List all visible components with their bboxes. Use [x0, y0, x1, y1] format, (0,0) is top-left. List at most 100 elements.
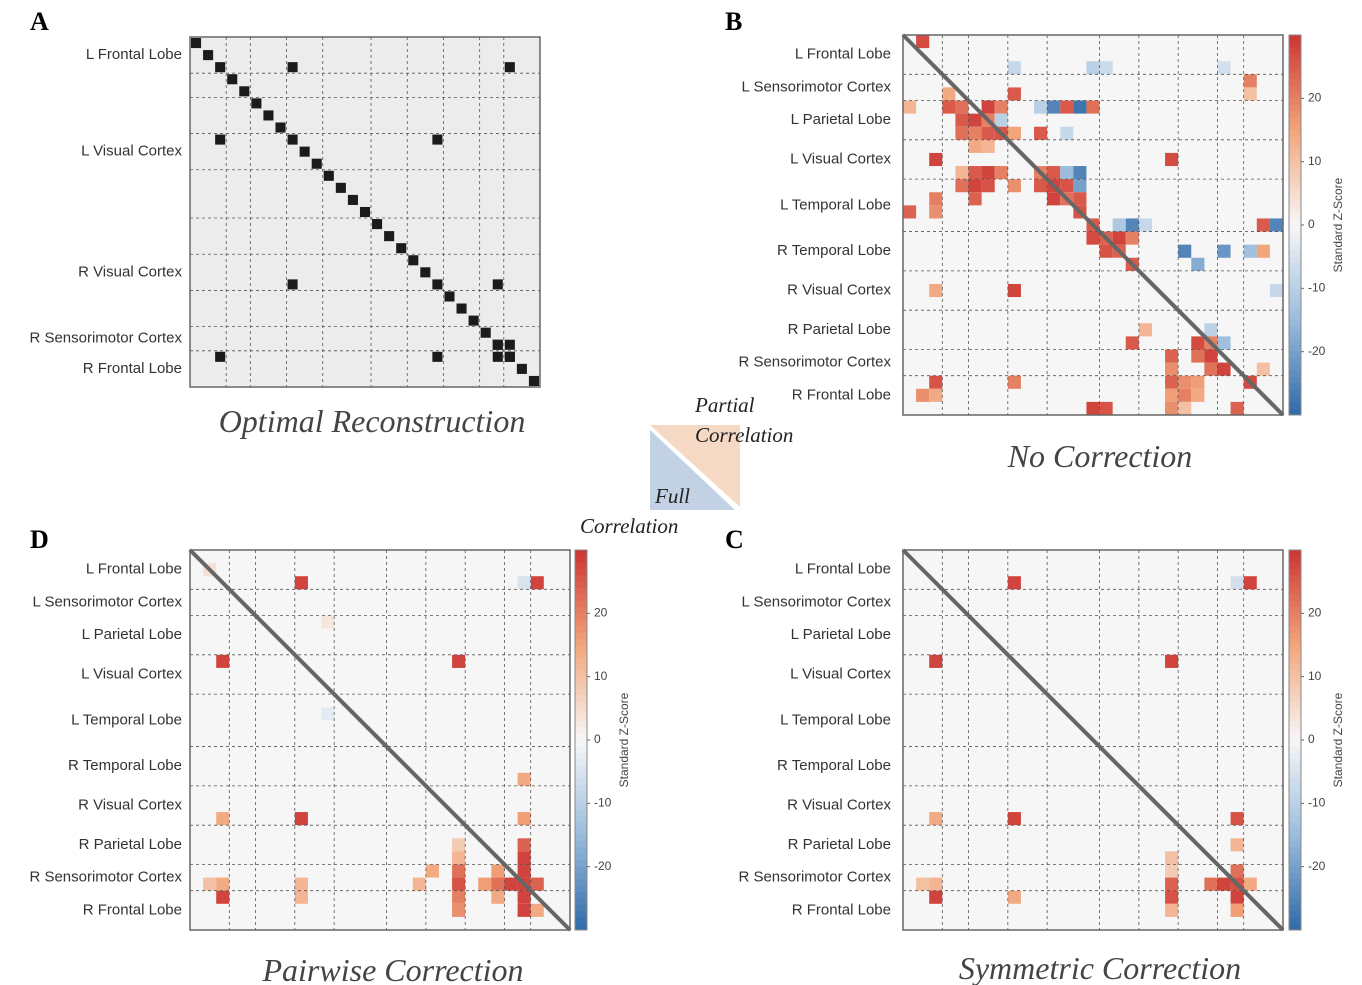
- colorbar-segment: [1289, 231, 1301, 239]
- colorbar-tick-label: -20: [1308, 859, 1326, 873]
- diagonal-cell: [227, 74, 238, 85]
- colorbar-segment: [1289, 364, 1301, 372]
- cell: [517, 772, 531, 786]
- colorbar-segment: [575, 569, 587, 576]
- colorbar-segment: [1289, 47, 1301, 55]
- colorbar-segment: [575, 771, 587, 779]
- cell: [929, 152, 943, 167]
- cell: [492, 339, 503, 350]
- colorbar-segment: [1289, 784, 1301, 792]
- colorbar-segment: [575, 854, 587, 861]
- cell: [1099, 61, 1113, 75]
- cell: [1165, 349, 1179, 363]
- cell: [994, 113, 1008, 127]
- row-label: L Frontal Lobe: [795, 46, 891, 63]
- colorbar-segment: [1289, 638, 1301, 646]
- cell: [1230, 812, 1244, 826]
- panel-caption: Pairwise Correction: [261, 952, 523, 985]
- colorbar-segment: [1289, 645, 1301, 652]
- colorbar-segment: [575, 689, 587, 697]
- colorbar-segment: [1289, 569, 1301, 576]
- cell: [452, 851, 466, 865]
- cell: [321, 615, 335, 629]
- row-label: L Frontal Lobe: [86, 561, 182, 578]
- colorbar-tick-label: 10: [594, 669, 608, 683]
- cell: [1178, 388, 1192, 402]
- colorbar-segment: [1289, 237, 1301, 245]
- cell: [216, 890, 230, 904]
- cell: [504, 339, 515, 350]
- colorbar-segment: [1289, 847, 1301, 855]
- cell: [903, 100, 917, 114]
- cell: [968, 179, 982, 193]
- row-label: L Parietal Lobe: [791, 626, 891, 643]
- diagonal-cell: [191, 38, 202, 49]
- panel-letter: A: [30, 7, 49, 36]
- cell: [1086, 61, 1100, 75]
- row-label: L Visual Cortex: [81, 143, 182, 160]
- colorbar-segment: [575, 600, 587, 608]
- colorbar-segment: [1289, 358, 1301, 365]
- cell: [968, 166, 982, 180]
- cell: [1086, 231, 1100, 245]
- matrix-border: [902, 34, 1284, 416]
- colorbar-segment: [575, 797, 587, 804]
- colorbar-tick-label: -10: [1308, 796, 1326, 810]
- panel-letter: D: [30, 525, 49, 554]
- colorbar-segment: [1289, 149, 1301, 156]
- colorbar-segment: [575, 676, 587, 684]
- colorbar-segment: [575, 645, 587, 652]
- cell: [432, 134, 443, 145]
- cell: [492, 351, 503, 362]
- cell: [929, 654, 943, 668]
- cell: [504, 351, 515, 362]
- cell: [929, 205, 943, 219]
- cell: [1007, 87, 1021, 101]
- colorbar-segment: [1289, 161, 1301, 169]
- colorbar-segment: [1289, 35, 1301, 42]
- row-label: R Frontal Lobe: [83, 360, 182, 377]
- colorbar-segment: [1289, 657, 1301, 665]
- diagonal-cell: [444, 291, 455, 302]
- colorbar-segment: [1289, 562, 1301, 570]
- cell: [1112, 231, 1126, 245]
- colorbar-segment: [1289, 60, 1301, 68]
- cell: [1007, 61, 1021, 75]
- colorbar-segment: [1289, 873, 1301, 880]
- row-label: L Parietal Lobe: [82, 626, 182, 643]
- colorbar-segment: [1289, 320, 1301, 327]
- cell: [1217, 61, 1231, 75]
- cell: [968, 126, 982, 140]
- colorbar-segment: [1289, 835, 1301, 842]
- colorbar-segment: [575, 683, 587, 690]
- colorbar-segment: [1289, 695, 1301, 703]
- colorbar-segment: [1289, 263, 1301, 270]
- colorbar-label: Standard Z-Score: [617, 692, 631, 787]
- cell: [929, 388, 943, 402]
- cell: [1243, 576, 1257, 590]
- cell: [452, 903, 466, 917]
- row-label: R Temporal Lobe: [777, 757, 891, 774]
- cell: [1165, 401, 1179, 415]
- colorbar-segment: [1289, 651, 1301, 659]
- legend-text: Correlation: [695, 423, 793, 447]
- colorbar-segment: [575, 721, 587, 728]
- cell: [478, 877, 492, 891]
- cell: [942, 87, 956, 101]
- colorbar-segment: [1289, 187, 1301, 194]
- colorbar-segment: [1289, 714, 1301, 722]
- panel: A Optimal Reconstruction L Frontal Lobe L V…: [29, 7, 541, 439]
- row-label: R Visual Cortex: [78, 263, 182, 280]
- cell: [1125, 231, 1139, 245]
- diagonal-cell: [287, 134, 298, 145]
- diagonal-cell: [215, 62, 226, 73]
- diagonal-cell: [456, 303, 467, 314]
- cell: [1230, 401, 1244, 415]
- cell: [1165, 362, 1179, 376]
- colorbar-segment: [1289, 206, 1301, 213]
- cell: [1178, 401, 1192, 415]
- cell: [1217, 336, 1231, 350]
- colorbar-segment: [1289, 556, 1301, 564]
- diagonal-cell: [275, 122, 286, 133]
- cell: [955, 100, 969, 114]
